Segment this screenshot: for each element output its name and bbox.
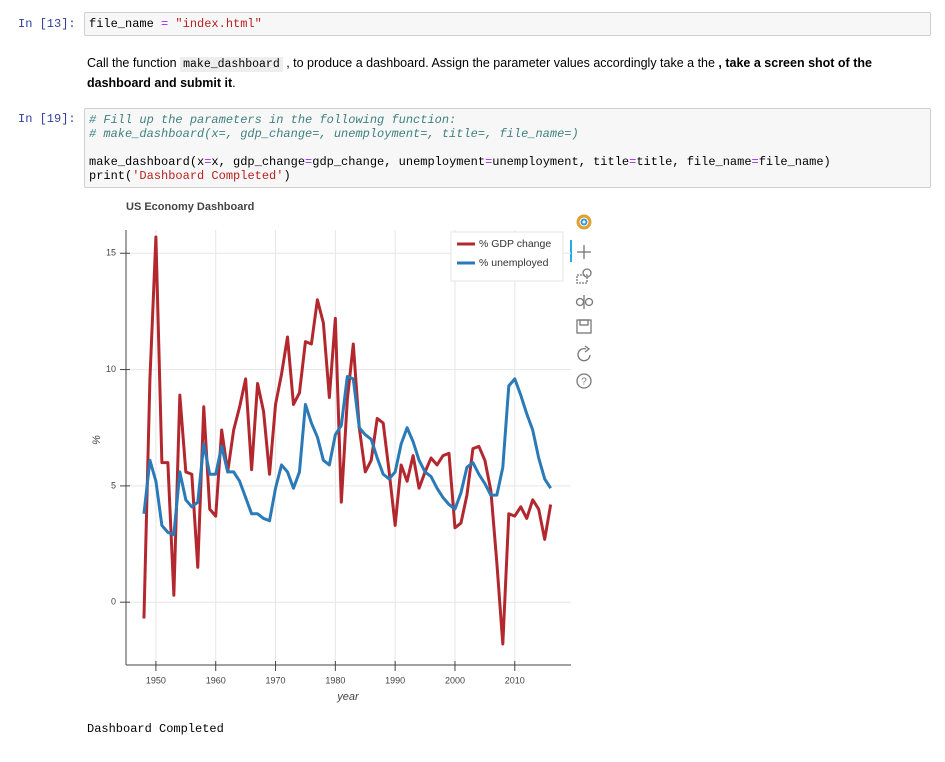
code-line: # Fill up the parameters in the followin… xyxy=(89,113,457,127)
code-line: # make_dashboard(x=, gdp_change=, unempl… xyxy=(89,127,579,141)
x-tick-label: 1960 xyxy=(206,675,226,685)
x-tick-label: 1970 xyxy=(266,675,286,685)
y-tick-label: 0 xyxy=(111,597,116,607)
legend: % GDP change % unemployed xyxy=(450,231,564,282)
svg-text:?: ? xyxy=(581,377,587,388)
box-zoom-tool[interactable] xyxy=(576,268,592,284)
legend-label: % unemployed xyxy=(479,257,549,269)
y-tick-label: 10 xyxy=(106,364,116,374)
save-tool[interactable] xyxy=(576,319,592,334)
code-line: file_name = "index.html" xyxy=(89,17,262,31)
x-tick-label: 2010 xyxy=(505,675,525,685)
legend-label: % GDP change xyxy=(479,238,551,250)
text: , to produce a dashboard. Assign the par… xyxy=(282,56,719,70)
y-tick-label: 5 xyxy=(111,480,116,490)
inline-code: make_dashboard xyxy=(180,57,283,72)
prompt: In [13]: xyxy=(18,17,76,31)
line-series xyxy=(142,235,553,646)
chart-title: US Economy Dashboard xyxy=(126,201,254,213)
text: Call the function xyxy=(87,56,181,70)
help-tool[interactable]: ? xyxy=(576,373,592,389)
x-tick-label: 1950 xyxy=(146,675,166,685)
prompt: In [19]: xyxy=(18,112,76,126)
x-tick-label: 2000 xyxy=(445,675,465,685)
text: . xyxy=(232,76,236,90)
bokeh-logo[interactable] xyxy=(576,214,592,230)
markdown-cell: Call the function make_dashboard , to pr… xyxy=(87,54,932,92)
x-tick-label: 1980 xyxy=(325,675,345,685)
pan-tool[interactable] xyxy=(577,245,591,259)
legend-box xyxy=(450,231,564,282)
code-cell[interactable]: file_name = "index.html" xyxy=(84,12,931,36)
bold-text: , take a screen shot of the dashboard an… xyxy=(87,56,872,90)
code-cell[interactable]: # Fill up the parameters in the followin… xyxy=(84,108,931,188)
cell-output: Dashboard Completed xyxy=(87,722,224,736)
wheel-zoom-tool[interactable] xyxy=(575,295,594,309)
line-series xyxy=(142,375,552,537)
x-tick-label: 1990 xyxy=(385,675,405,685)
x-axis-label: year xyxy=(336,691,360,703)
y-axis-label: % xyxy=(91,435,103,445)
code-line: print('Dashboard Completed') xyxy=(89,169,291,183)
code-line: make_dashboard(x=x, gdp_change=gdp_chang… xyxy=(89,155,831,169)
reset-tool[interactable] xyxy=(577,345,591,362)
y-tick-label: 15 xyxy=(106,248,116,258)
toolbar: ? xyxy=(570,214,594,389)
